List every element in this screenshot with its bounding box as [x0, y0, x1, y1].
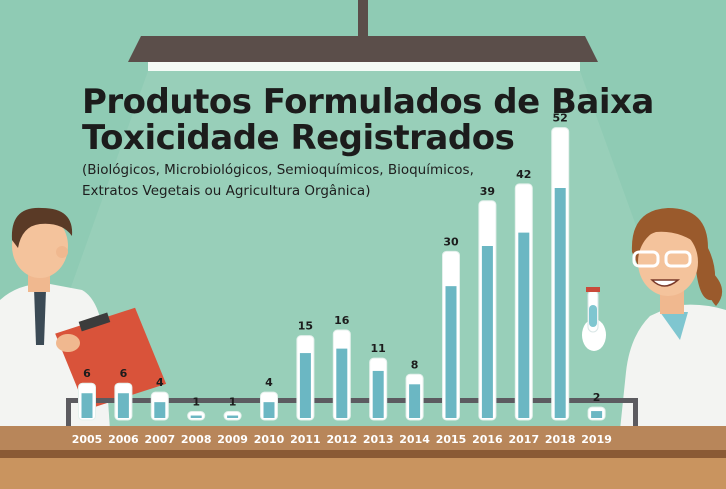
data-label-2018: 52 [553, 112, 568, 125]
x-tick-label-2015: 2015 [436, 433, 467, 446]
table [0, 398, 726, 489]
bar-2012 [332, 329, 351, 421]
bar-2015 [442, 250, 460, 421]
bar-2019 [587, 406, 606, 421]
bar-liquid-2008 [190, 415, 202, 418]
data-label-2015: 30 [443, 235, 459, 248]
x-tick-label-2009: 2009 [217, 433, 248, 446]
bar-2005 [78, 382, 96, 421]
bar-liquid-2012 [336, 348, 348, 418]
chart-subtitle: (Biológicos, Microbiológicos, Semioquími… [82, 160, 542, 202]
x-tick-label-2008: 2008 [181, 433, 212, 446]
bar-liquid-2018 [554, 188, 566, 418]
bar-2006 [114, 382, 133, 421]
x-tick-label-2017: 2017 [508, 433, 539, 446]
subtitle-line-2: Extratos Vegetais ou Agricultura Orgânic… [82, 183, 371, 199]
x-axis-labels: 2005 2006 2007 2008 2009 2010 2011 2012 2013 2014… [72, 433, 612, 446]
bar-2007 [150, 391, 169, 421]
bar-liquid-2005 [81, 393, 93, 418]
bar-2009 [223, 411, 242, 421]
bar-2010 [260, 391, 278, 421]
data-label-2008: 1 [192, 396, 200, 409]
bar-2018 [551, 127, 570, 421]
data-label-2009: 1 [229, 396, 237, 409]
data-label-2006: 6 [120, 367, 128, 380]
bar-liquid-2007 [154, 402, 166, 418]
bar-2014 [405, 373, 424, 421]
x-tick-label-2007: 2007 [144, 433, 175, 446]
bar-liquid-2010 [263, 402, 275, 418]
x-tick-label-2014: 2014 [399, 433, 430, 446]
data-label-2017: 42 [516, 168, 531, 181]
data-label-2013: 11 [371, 342, 386, 355]
bar-liquid-2009 [227, 415, 239, 418]
bar-liquid-2013 [372, 370, 384, 418]
data-label-2005: 6 [83, 367, 91, 380]
x-tick-label-2012: 2012 [326, 433, 357, 446]
chart-title: Produtos Formulados de Baixa Toxicidade … [82, 84, 654, 156]
title-line-2: Toxicidade Registrados [82, 118, 515, 158]
x-tick-label-2019: 2019 [581, 433, 612, 446]
title-line-1: Produtos Formulados de Baixa [82, 82, 654, 122]
data-label-2012: 16 [334, 314, 350, 327]
data-label-2016: 39 [480, 185, 495, 198]
bar-liquid-2017 [518, 232, 530, 418]
data-label-2014: 8 [411, 358, 419, 371]
bar-liquid-2011 [299, 353, 311, 418]
x-tick-label-2010: 2010 [254, 433, 285, 446]
data-label-2019: 2 [593, 391, 601, 404]
bar-liquid-2015 [445, 286, 457, 418]
bars [78, 127, 606, 421]
subtitle-line-1: (Biológicos, Microbiológicos, Semioquími… [82, 162, 474, 178]
x-tick-label-2005: 2005 [72, 433, 103, 446]
x-tick-label-2018: 2018 [545, 433, 576, 446]
data-label-2007: 4 [156, 376, 164, 389]
x-tick-label-2013: 2013 [363, 433, 394, 446]
bar-liquid-2016 [481, 246, 493, 418]
x-tick-label-2006: 2006 [108, 433, 139, 446]
bar-2016 [478, 200, 497, 421]
bar-liquid-2006 [117, 393, 129, 418]
bar-liquid-2019 [591, 411, 603, 418]
bar-2008 [187, 411, 206, 421]
data-label-2011: 15 [298, 320, 313, 333]
data-label-2010: 4 [265, 376, 273, 389]
x-tick-label-2011: 2011 [290, 433, 321, 446]
bar-liquid-2014 [409, 384, 421, 418]
bar-2013 [369, 357, 388, 421]
x-tick-label-2016: 2016 [472, 433, 503, 446]
bar-2017 [514, 183, 533, 421]
bar-2011 [296, 335, 315, 421]
ceiling-lamp-icon [20, 0, 710, 430]
female-scientist-icon [582, 208, 726, 430]
